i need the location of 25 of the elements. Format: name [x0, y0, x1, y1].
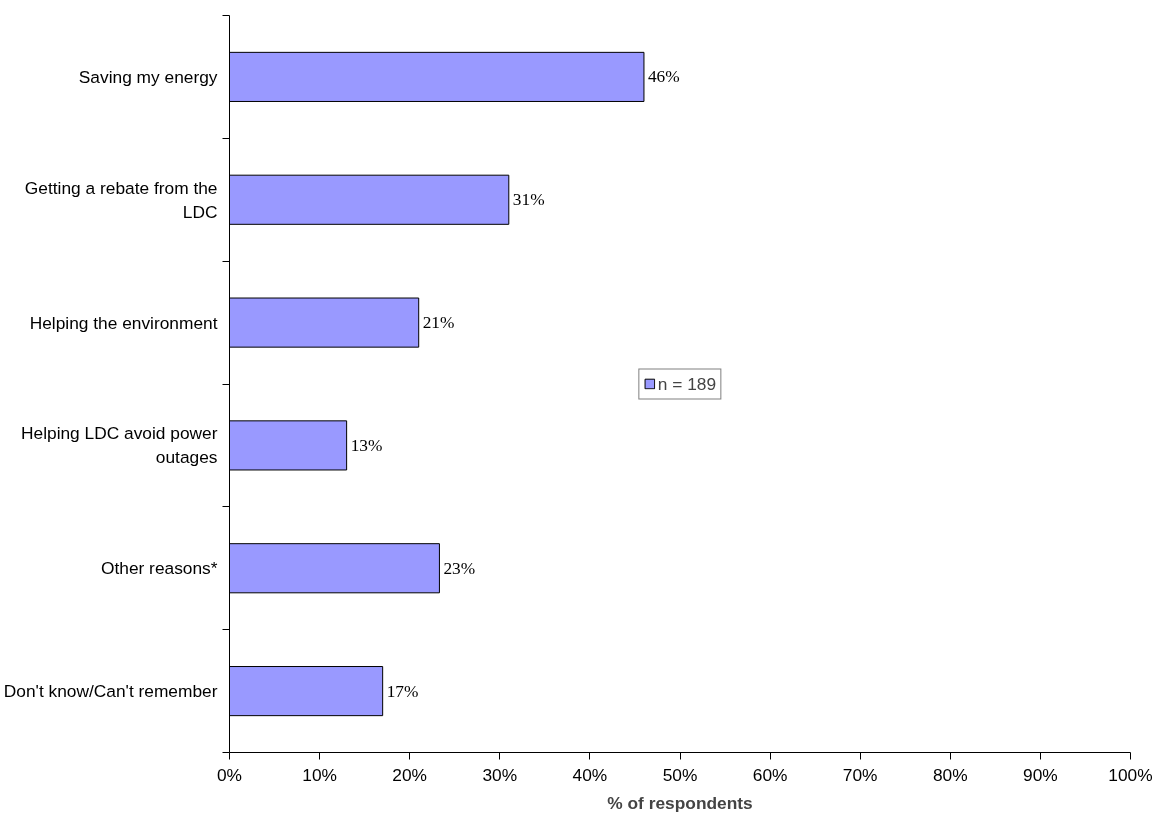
x-tick-label: 10%: [302, 764, 337, 785]
data-label: 46%: [647, 67, 680, 87]
data-label: 31%: [512, 190, 545, 210]
y-tick-label: Don't know/Can't remember: [3, 681, 218, 702]
y-tick-label: Saving my energy: [78, 66, 218, 87]
x-tick-label: 50%: [662, 764, 698, 785]
x-tick-label: 60%: [752, 764, 788, 785]
data-label: 21%: [422, 313, 455, 333]
data-label: 23%: [443, 558, 476, 578]
y-tick-label: Other reasons*: [100, 558, 218, 579]
x-tick-label: 90%: [1023, 764, 1058, 785]
x-tick-label: 40%: [572, 764, 608, 785]
x-tick-label: 100%: [1108, 764, 1153, 785]
legend-label: n = 189: [657, 373, 717, 394]
y-tick-label: Getting a rebate from the LDC: [24, 177, 218, 222]
y-tick-label: Helping the environment: [29, 312, 218, 333]
x-axis-title: % of respondents: [607, 792, 753, 813]
x-tick-label: 30%: [482, 764, 518, 785]
y-tick-label: Helping LDC avoid power outages: [21, 423, 218, 468]
x-tick-label: 80%: [932, 764, 968, 785]
data-label: 17%: [386, 681, 419, 701]
x-tick-label: 70%: [842, 764, 878, 785]
data-label: 13%: [350, 435, 383, 455]
x-tick-label: 0%: [216, 764, 243, 785]
x-tick-label: 20%: [392, 764, 428, 785]
